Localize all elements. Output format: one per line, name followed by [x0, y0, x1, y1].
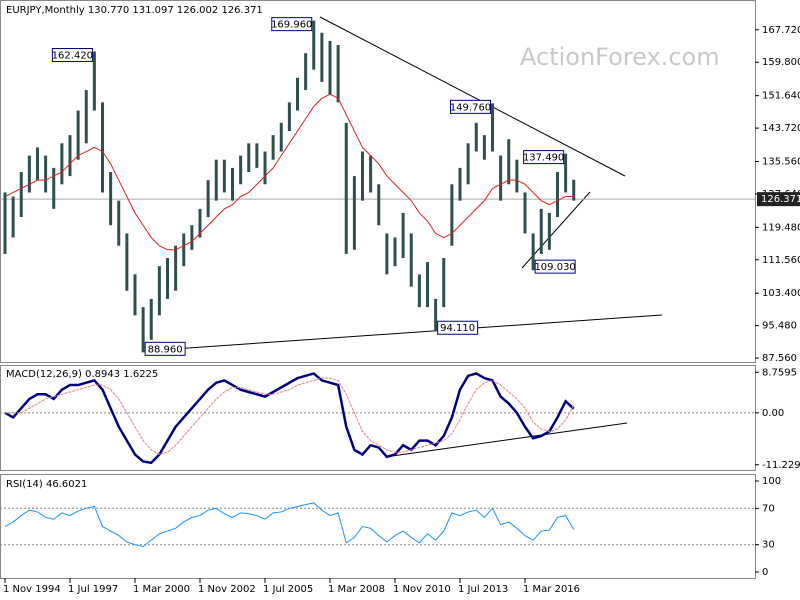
rsi-title: RSI(14) 46.6021: [6, 479, 87, 490]
y-tick-label: -11.2299: [762, 460, 800, 471]
x-tick-label: 1 Jul 2005: [263, 584, 313, 595]
x-tick-label: 1 Nov 2002: [198, 584, 256, 595]
annotation-box: [450, 99, 491, 114]
annotation-box: [534, 259, 576, 274]
y-tick-label: 87.560: [762, 353, 797, 364]
annotation-box: [271, 17, 313, 32]
macd-title: MACD(12,26,9) 0.8943 1.6225: [6, 369, 158, 380]
x-tick-label: 1 Mar 2008: [328, 584, 385, 595]
series-line: [4, 502, 575, 548]
annotation-label: 137.490: [523, 153, 564, 164]
trendline: [319, 16, 626, 177]
series-line: [4, 372, 575, 465]
y-tick-label: 0.00: [762, 408, 784, 419]
annotation-label: 109.030: [534, 262, 575, 273]
x-tick-label: 1 Jul 2013: [458, 584, 508, 595]
annotation-label: 169.960: [271, 20, 312, 31]
y-tick-label: 95.480: [762, 321, 797, 332]
price-title: EURJPY,Monthly 130.770 131.097 126.002 1…: [6, 5, 263, 16]
annotation-box: [144, 341, 186, 356]
annotation-box: [523, 150, 565, 165]
y-tick-label: 111.560: [762, 255, 800, 266]
x-tick-label: 1 Mar 2000: [133, 584, 190, 595]
annotation-box: [437, 320, 479, 335]
rsi-panel: [0, 474, 756, 579]
y-tick-label: 151.640: [762, 91, 800, 102]
series-line: [4, 93, 574, 251]
y-tick-label: 70: [762, 503, 775, 514]
y-tick-label: 100: [762, 476, 781, 487]
annotation-label: 94.110: [440, 323, 475, 334]
price-panel: [0, 0, 756, 363]
y-tick-label: 30: [762, 540, 775, 551]
y-tick-label: 119.480: [762, 222, 800, 233]
y-tick-label: 159.800: [762, 57, 800, 68]
y-tick-label: 167.720: [762, 25, 800, 36]
annotation-label: 162.420: [52, 51, 93, 62]
y-tick-label: 103.400: [762, 288, 800, 299]
annotation-label: 149.760: [450, 102, 491, 113]
x-tick-label: 1 Mar 2016: [523, 584, 580, 595]
trendline: [384, 422, 628, 458]
x-tick-label: 1 Nov 2010: [393, 584, 451, 595]
watermark: ActionForex.com: [520, 43, 720, 71]
x-tick-label: 1 Jul 1997: [68, 584, 118, 595]
y-tick-label: 8.7595: [762, 367, 797, 378]
x-tick-label: 1 Nov 1994: [3, 584, 61, 595]
current-price-box: [757, 192, 800, 207]
annotation-box: [51, 48, 93, 63]
macd-panel: [0, 365, 756, 471]
y-tick-label: 0: [762, 567, 768, 578]
series-line: [5, 377, 575, 456]
annotation-label: 88.960: [148, 344, 183, 355]
y-tick-label: 143.720: [762, 123, 800, 134]
current-price-label: 126.371: [761, 194, 800, 205]
trendline: [144, 314, 663, 352]
y-tick-label: 135.560: [762, 157, 800, 168]
